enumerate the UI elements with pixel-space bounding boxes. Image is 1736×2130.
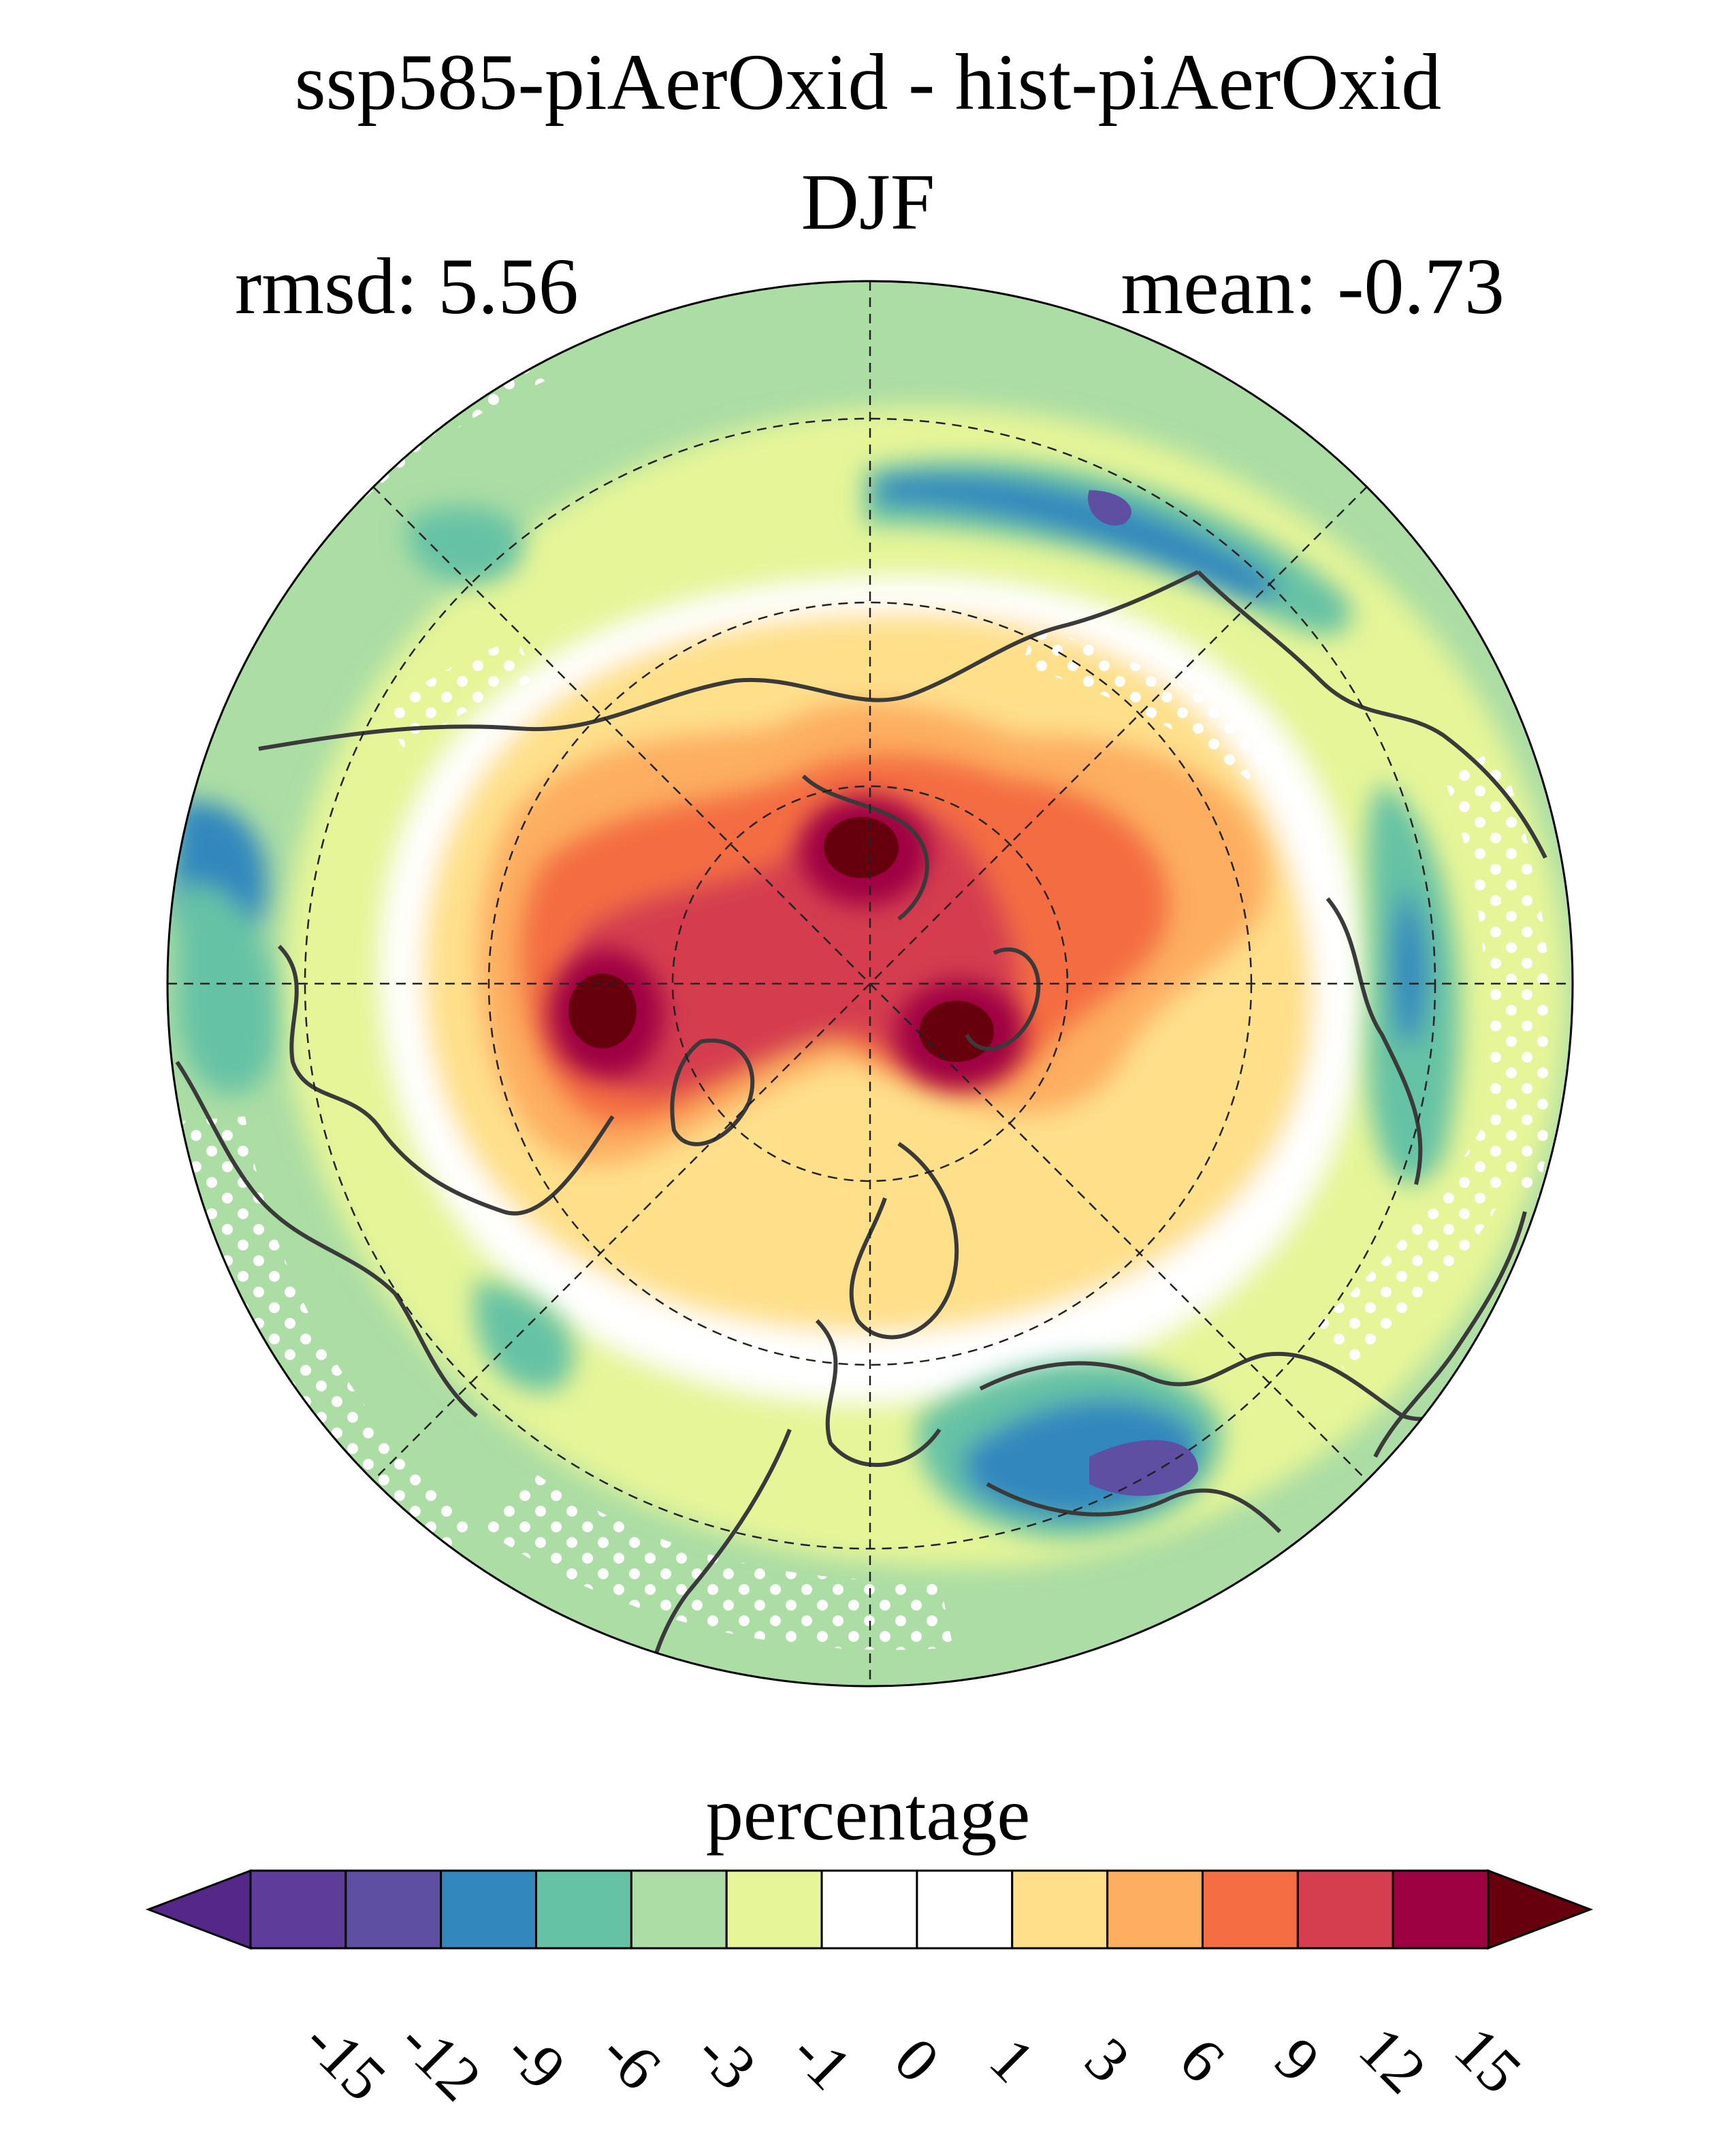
rmsd-label: rmsd: 5.56 [235,242,579,331]
colorbar-extend-low [145,1869,252,1950]
colorbar-swatch [1106,1869,1204,1950]
contour-field [167,281,1573,1686]
graticule [167,281,1573,1686]
colorbar-extend-high [1487,1869,1594,1950]
coastlines [175,570,1547,1686]
mean-label: mean: -0.73 [1121,242,1505,331]
colorbar-swatch [1201,1869,1299,1950]
colorbar-swatch [820,1869,918,1950]
colorbar-swatch [344,1869,443,1950]
colorbar-swatch [725,1869,823,1950]
colorbar-swatch [535,1869,632,1950]
colorbar-label: percentage [705,1773,1031,1856]
colorbar-swatch [249,1869,347,1950]
colorbar-swatch [630,1869,728,1950]
colorbar-swatch [440,1869,538,1950]
plot-title: ssp585-piAerOxid - hist-piAerOxid [294,37,1442,127]
season-label: DJF [801,157,935,246]
colorbar-swatch [916,1869,1014,1950]
colorbar-swatch [1296,1869,1394,1950]
colorbar-swatch [1011,1869,1109,1950]
colorbar-swatch [1392,1869,1490,1950]
